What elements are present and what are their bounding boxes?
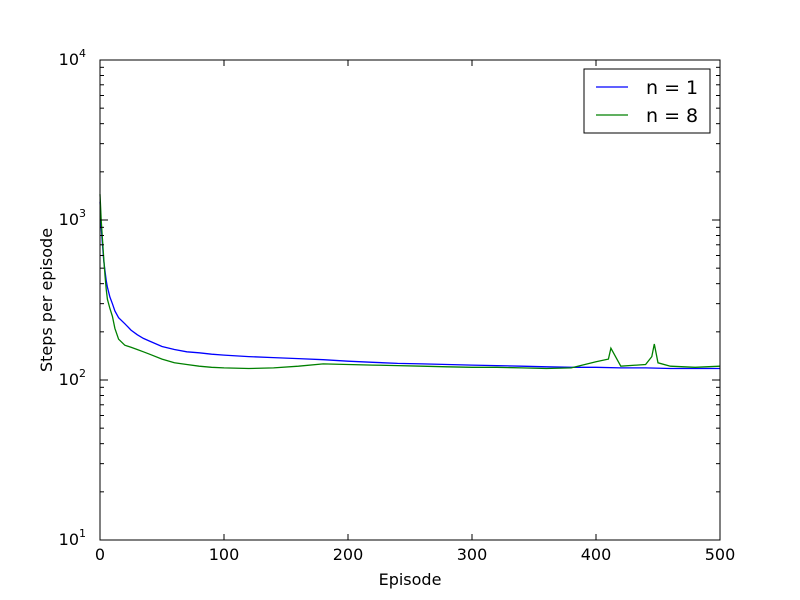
- x-tick-label: 400: [581, 545, 612, 564]
- legend-label-n8: n = 8: [646, 105, 698, 127]
- x-tick-label: 300: [457, 545, 488, 564]
- legend: n = 1 n = 8: [583, 68, 711, 134]
- x-tick-label: 100: [209, 545, 240, 564]
- y-tick-label: 101: [59, 527, 86, 549]
- x-tick-label: 200: [333, 545, 364, 564]
- plot-background: [100, 60, 720, 540]
- plot-frame: [99, 59, 721, 541]
- y-axis-label: Steps per episode: [37, 228, 56, 372]
- x-tick-label: 0: [95, 545, 105, 564]
- legend-label-n1: n = 1: [646, 77, 698, 99]
- series-line-n8: [99, 194, 721, 370]
- series-line-n1: [99, 201, 720, 370]
- y-tick-label: 104: [59, 47, 86, 69]
- y-tick-label: 103: [59, 207, 86, 229]
- x-axis-label: Episode: [379, 570, 442, 589]
- y-tick-label: 102: [59, 367, 86, 389]
- x-tick-label: 500: [705, 545, 736, 564]
- legend-box: [583, 68, 711, 134]
- series-layer: [99, 194, 721, 370]
